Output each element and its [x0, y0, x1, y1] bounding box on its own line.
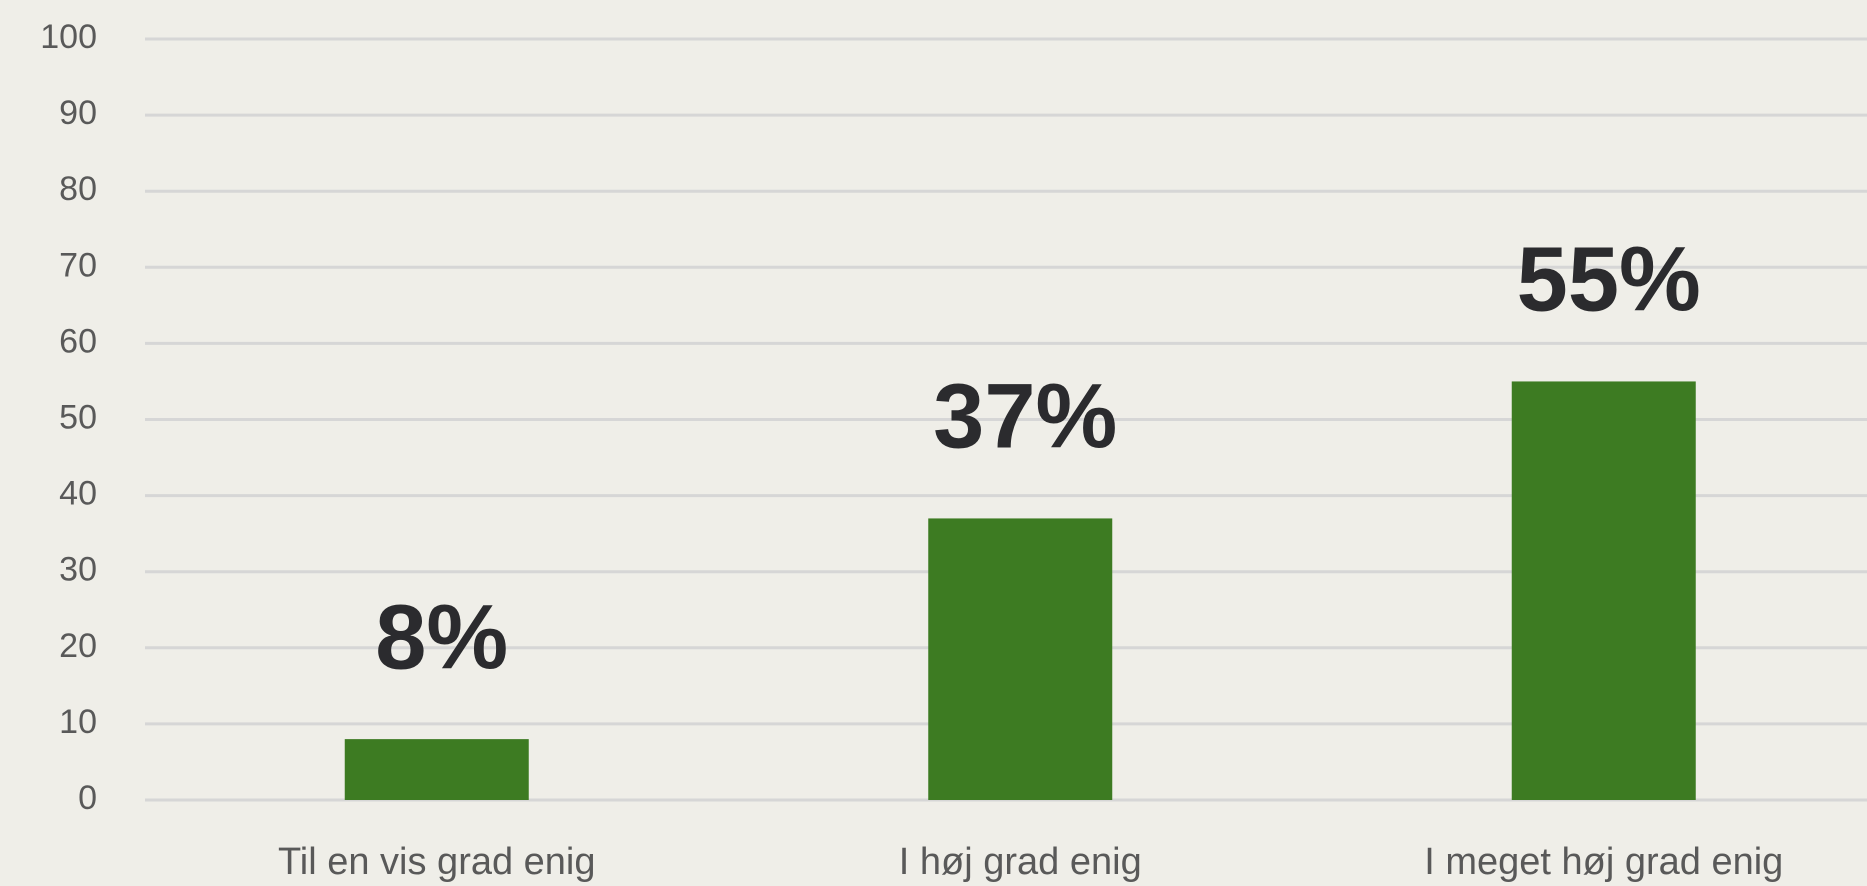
data-label: 37%	[933, 366, 1117, 468]
data-label: 8%	[375, 586, 508, 688]
y-tick-label: 80	[59, 170, 97, 208]
y-tick-label: 30	[59, 551, 97, 589]
x-tick-label: I høj grad enig	[899, 841, 1142, 883]
data-label: 55%	[1517, 229, 1701, 331]
y-tick-label: 10	[59, 703, 97, 741]
y-tick-label: 50	[59, 398, 97, 436]
y-tick-label: 90	[59, 94, 97, 132]
y-tick-label: 60	[59, 322, 97, 360]
y-tick-label: 0	[78, 779, 97, 817]
bar	[1511, 381, 1696, 800]
bar	[928, 518, 1113, 800]
y-tick-label: 70	[59, 246, 97, 284]
y-tick-label: 40	[59, 475, 97, 513]
x-tick-label: I meget høj grad enig	[1424, 841, 1783, 883]
x-tick-label: Til en vis grad enig	[278, 841, 596, 883]
bar	[344, 739, 529, 800]
y-tick-label: 20	[59, 627, 97, 665]
y-tick-label: 100	[40, 18, 97, 56]
